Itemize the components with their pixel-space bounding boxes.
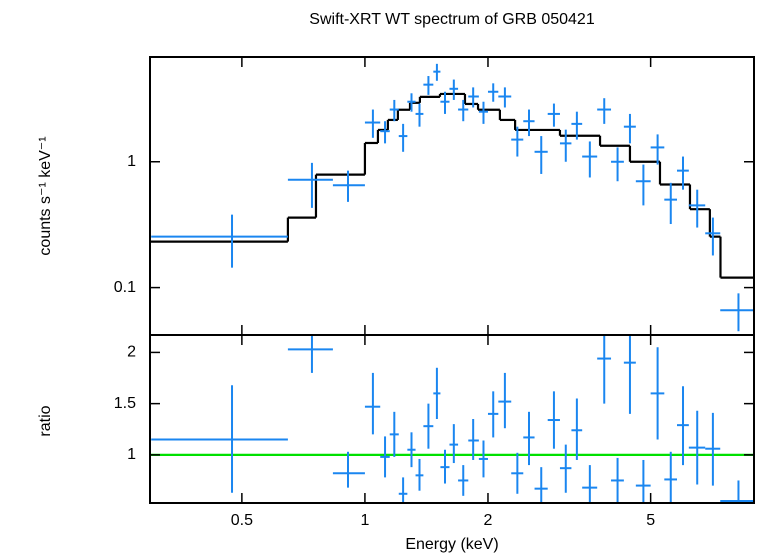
plot-area [150,63,754,332]
y-tick-label: 1 [127,153,136,170]
x-tick-label: 0.5 [231,512,253,529]
y-tick-label: 1.5 [114,395,136,412]
y-tick-label: 0.1 [114,279,136,296]
y-axis-label: ratio [37,405,54,436]
x-tick-label: 1 [360,512,369,529]
x-tick-label: 5 [646,512,655,529]
y-tick-label: 1 [127,446,136,463]
chart-title: Swift-XRT WT spectrum of GRB 050421 [309,11,595,28]
y-tick-label: 2 [127,344,136,361]
frame [149,56,755,336]
frame [149,334,755,504]
x-axis-label: Energy (keV) [405,536,498,553]
y-axis-label: counts s⁻¹ keV⁻¹ [37,136,54,255]
x-tick-label: 2 [484,512,493,529]
plot-area [150,335,754,503]
